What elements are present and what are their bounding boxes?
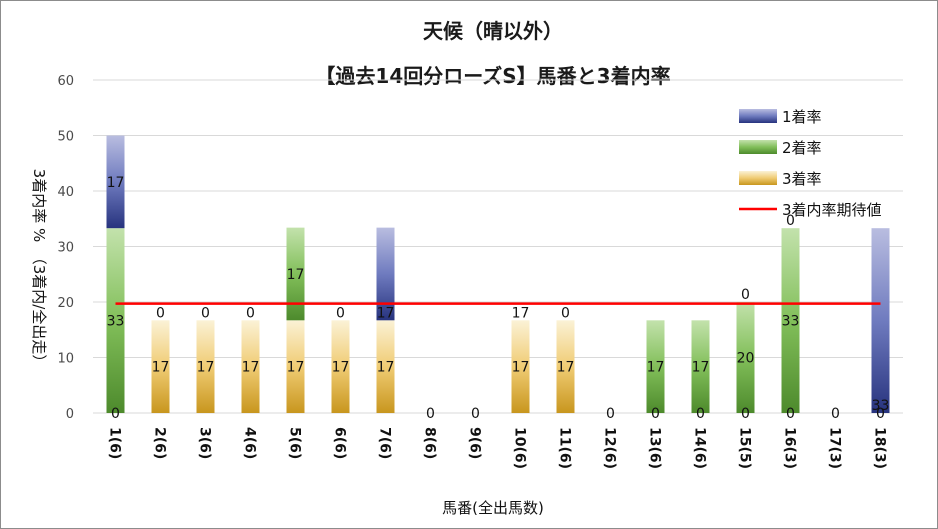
- x-category-label: 16(3): [782, 427, 798, 469]
- data-label: 0: [156, 305, 165, 321]
- legend: 1着率 2着率 3着率 3着内率期待値: [739, 108, 882, 219]
- y-tick-label: 50: [57, 130, 74, 145]
- bar-segment-third: [331, 320, 350, 413]
- data-label: 0: [786, 406, 795, 422]
- data-label: 33: [107, 314, 125, 330]
- data-label: 0: [696, 406, 705, 422]
- x-category-label: 15(5): [737, 427, 753, 469]
- x-category-label: 10(6): [512, 427, 528, 469]
- data-label: 33: [872, 398, 890, 414]
- bar-segment-second: [736, 302, 755, 413]
- bar-segment-third: [511, 320, 530, 413]
- data-label: 0: [111, 406, 120, 422]
- x-category-label: 6(6): [332, 427, 348, 459]
- data-label: 17: [512, 305, 530, 321]
- y-axis-ticks: 0 10 20 30 40 50 60: [57, 74, 74, 422]
- legend-swatch-third: [739, 171, 777, 185]
- bar-segment-first: [871, 228, 890, 413]
- y-tick-label: 10: [57, 352, 74, 367]
- x-category-label: 8(6): [422, 427, 438, 459]
- x-axis-title: 馬番(全出馬数): [442, 499, 544, 517]
- x-axis-categories: 1(6) 2(6) 3(6) 4(6) 5(6) 6(6) 7(6) 8(6) 9(6) 10(6…: [107, 427, 888, 469]
- data-label: 17: [152, 360, 170, 376]
- gridlines: [93, 79, 903, 414]
- data-label: 33: [782, 314, 800, 330]
- bars: [106, 135, 890, 413]
- legend-label-first: 1着率: [782, 108, 822, 126]
- data-label: 17: [692, 360, 710, 376]
- bar-segment-second: [106, 228, 125, 413]
- y-tick-label: 40: [57, 185, 74, 200]
- data-label: 0: [606, 406, 615, 422]
- data-label: 0: [201, 305, 210, 321]
- data-label: 17: [242, 360, 260, 376]
- y-tick-label: 30: [57, 241, 74, 256]
- data-label: 0: [741, 406, 750, 422]
- legend-swatch-second: [739, 140, 777, 154]
- bar-segment-third: [556, 320, 575, 413]
- x-category-label: 2(6): [152, 427, 168, 459]
- bar-segment-third: [376, 320, 395, 413]
- x-category-label: 17(3): [827, 427, 843, 469]
- x-category-label: 1(6): [107, 427, 123, 459]
- data-label: 0: [426, 406, 435, 422]
- y-tick-label: 20: [57, 296, 74, 311]
- x-category-label: 4(6): [242, 427, 258, 459]
- bar-segment-second: [691, 320, 710, 413]
- chart-title: 天候（晴以外）: [423, 19, 563, 43]
- x-category-label: 12(6): [602, 427, 618, 469]
- x-category-label: 7(6): [377, 427, 393, 459]
- y-tick-label: 0: [66, 407, 74, 422]
- legend-label-third: 3着率: [782, 170, 822, 188]
- legend-label-expected: 3着内率期待値: [782, 201, 882, 219]
- x-category-label: 18(3): [872, 427, 888, 469]
- y-axis-title: 3着内率 % （3着内/全出走）: [30, 169, 48, 370]
- bar-segment-second: [781, 228, 800, 413]
- legend-swatch-first: [739, 109, 777, 123]
- data-label: 17: [647, 360, 665, 376]
- data-label: 17: [197, 360, 215, 376]
- data-label: 0: [651, 406, 660, 422]
- y-tick-label: 60: [57, 74, 74, 89]
- x-category-label: 13(6): [647, 427, 663, 469]
- data-label: 0: [741, 287, 750, 303]
- data-label: 17: [287, 360, 305, 376]
- data-label: 0: [876, 406, 885, 422]
- data-label: 0: [561, 305, 570, 321]
- legend-label-second: 2着率: [782, 139, 822, 157]
- bar-segment-third: [196, 320, 215, 413]
- data-label: 17: [107, 175, 125, 191]
- data-label: 0: [786, 213, 795, 229]
- x-category-label: 9(6): [467, 427, 483, 459]
- data-label: 0: [246, 305, 255, 321]
- data-label: 0: [471, 406, 480, 422]
- x-category-label: 11(6): [557, 427, 573, 469]
- data-label: 17: [512, 360, 530, 376]
- bar-segment-third: [241, 320, 260, 413]
- data-label: 17: [377, 305, 395, 321]
- data-label: 0: [336, 305, 345, 321]
- bar-segment-third: [286, 320, 305, 413]
- data-label: 17: [377, 360, 395, 376]
- data-label: 17: [332, 360, 350, 376]
- chart-subtitle: 【過去14回分ローズS】馬番と3着内率: [315, 64, 670, 88]
- bar-segment-second: [646, 320, 665, 413]
- x-category-label: 14(6): [692, 427, 708, 469]
- bar-segment-second: [286, 227, 305, 321]
- data-label: 17: [287, 267, 305, 283]
- bar-segment-third: [151, 320, 170, 413]
- data-label: 17: [557, 360, 575, 376]
- bar-segment-first: [376, 227, 395, 321]
- x-category-label: 3(6): [197, 427, 213, 459]
- data-label: 0: [831, 406, 840, 422]
- data-label: 20: [737, 351, 755, 367]
- bar-segment-first: [106, 135, 125, 229]
- x-category-label: 5(6): [287, 427, 303, 459]
